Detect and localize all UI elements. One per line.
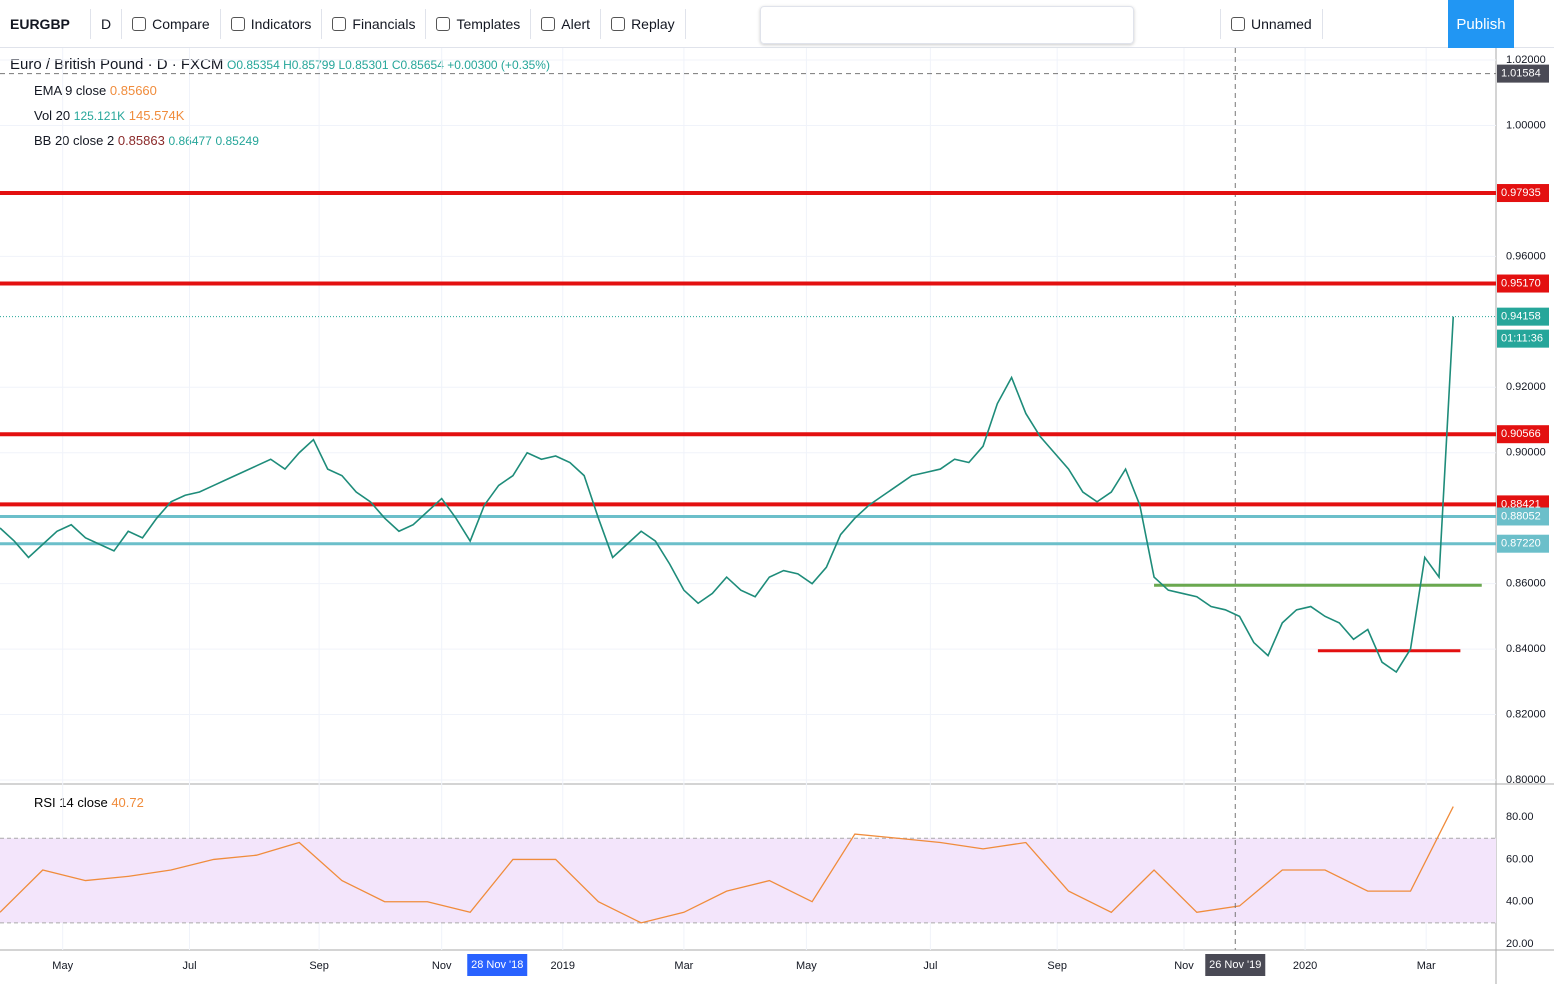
x-tick-label: Nov [432, 960, 452, 972]
financials[interactable]: Financials [322, 8, 427, 39]
value: 40.72 [111, 795, 144, 810]
price-tag [1497, 274, 1549, 293]
x-tick-label: May [796, 960, 817, 972]
price-tag-label: 0.88421 [1501, 498, 1541, 510]
price-line [0, 316, 1455, 674]
compare[interactable]: Compare [122, 8, 221, 39]
label: Alert [561, 15, 591, 32]
label: Compare [152, 15, 210, 32]
price-tag [1497, 64, 1549, 83]
price-tag [1497, 507, 1549, 526]
symbol[interactable]: EURGBP [0, 8, 91, 39]
price-tag [1497, 184, 1549, 203]
y-tick-label: 0.80000 [1506, 774, 1546, 786]
name: RSI 14 close [34, 795, 108, 810]
date-tag-label: 28 Nov '18 [471, 959, 523, 971]
layout[interactable]: Unnamed [1220, 8, 1323, 39]
label: Templates [456, 15, 521, 32]
label: Indicators [250, 15, 312, 32]
legend: Euro / British Pound · D · FXCM O0.85354… [10, 56, 550, 158]
price-tag-label: 01:11:36 [1501, 333, 1543, 345]
x-tick-label: Nov [1174, 960, 1194, 972]
rsi-tick-label: 20.00 [1506, 938, 1534, 950]
x-tick-label: May [52, 960, 73, 972]
toolbar: EURGBP D Compare Indicators Financials T… [0, 0, 1554, 48]
interval[interactable]: D [91, 8, 123, 39]
date-tag-label: 26 Nov '19 [1209, 959, 1261, 971]
value: 0.86477 [168, 134, 212, 148]
rsi-band [0, 838, 1496, 923]
ohlc: O0.85354 H0.85799 L0.85301 C0.85654 +0.0… [227, 58, 550, 72]
label: Financials [352, 15, 416, 32]
value: 0.85660 [109, 83, 157, 98]
x-tick-label: Mar [674, 960, 693, 972]
x-tick-label: Sep [309, 960, 329, 972]
price-tag-label: 0.87220 [1501, 538, 1541, 550]
name: Vol 20 [34, 108, 71, 123]
price-tag [1497, 307, 1549, 326]
x-tick-label: Jul [923, 960, 937, 972]
price-tag-label: 0.88052 [1501, 510, 1541, 522]
date-tag [1205, 954, 1266, 976]
indicator: EMA 9 close 0.85660 [10, 83, 550, 98]
y-tick-label: 0.82000 [1506, 708, 1546, 720]
value: 0.85863 [117, 133, 165, 148]
y-tick-label: 0.90000 [1506, 447, 1546, 459]
replay[interactable]: Replay [601, 8, 686, 39]
label: Replay [631, 15, 675, 32]
price-tag-label: 0.95170 [1501, 277, 1541, 289]
chart: 0.80000 0.82000 0.84000 0.86000 0.90000 0.920… [0, 48, 1554, 984]
y-tick-label: 1.00000 [1506, 119, 1546, 131]
indicator: Vol 20 125.121K 145.574K [10, 108, 550, 123]
rsi-tick-label: 60.00 [1506, 853, 1534, 865]
date-tag [467, 954, 528, 976]
templates[interactable]: Templates [426, 8, 532, 39]
y-tick-label: 0.86000 [1506, 578, 1546, 590]
alert[interactable]: Alert [531, 8, 602, 39]
rsi-legend: RSI 14 close 40.72 [10, 795, 144, 810]
y-tick-label: 1.02000 [1506, 54, 1546, 66]
x-tick-label: 2019 [551, 960, 575, 972]
price-tag-label: 1.01584 [1501, 68, 1541, 80]
y-tick-label: 0.84000 [1506, 643, 1546, 655]
value: 0.85249 [215, 134, 259, 148]
price-tag-label: 0.94158 [1501, 311, 1541, 323]
y-tick-label: 0.96000 [1506, 250, 1546, 262]
rsi-line [0, 806, 1454, 924]
label: Unnamed [1251, 15, 1312, 32]
price-tag-label: 0.90566 [1501, 428, 1541, 440]
x-tick-label: Mar [1417, 960, 1436, 972]
name: BB 20 close 2 [34, 133, 115, 148]
rsi-tick-label: 40.00 [1506, 896, 1534, 908]
x-tick-label: 2020 [1293, 960, 1317, 972]
y-tick-label: 0.92000 [1506, 381, 1546, 393]
price-tag-label: 0.97935 [1501, 187, 1541, 199]
value: 125.121K [73, 109, 126, 123]
rsi-tick-label: 80.00 [1506, 811, 1534, 823]
indicator: BB 20 close 2 0.85863 0.86477 0.85249 [10, 133, 550, 148]
price-tag [1497, 329, 1549, 348]
name: EMA 9 close [34, 83, 107, 98]
publish-button[interactable]: Publish [1448, 0, 1514, 48]
x-tick-label: Sep [1047, 960, 1067, 972]
drawing-toolbar[interactable] [760, 6, 1134, 44]
price-tag [1497, 425, 1549, 444]
x-tick-label: Jul [182, 960, 196, 972]
indicators[interactable]: Indicators [221, 8, 323, 39]
price-tag [1497, 534, 1549, 553]
value: 145.574K [128, 108, 185, 123]
